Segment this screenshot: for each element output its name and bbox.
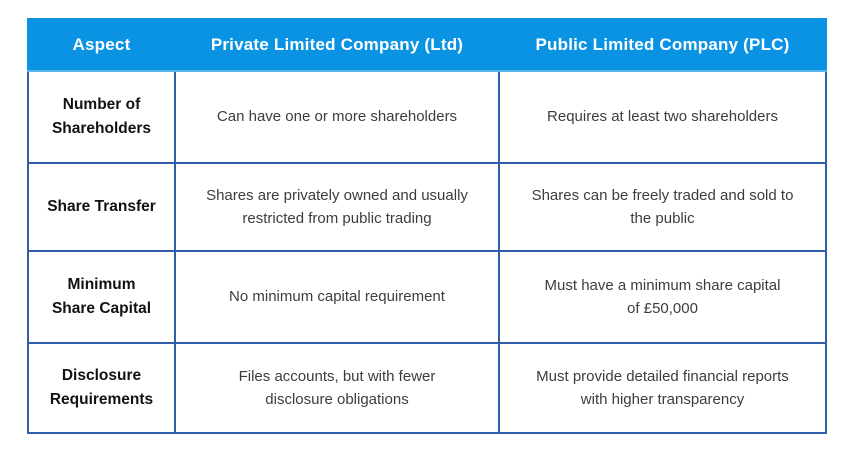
- ltd-cell-share-transfer: Shares are privately owned and usually r…: [174, 162, 500, 252]
- column-header-private-ltd: Private Limited Company (Ltd): [174, 18, 500, 72]
- aspect-label-number-of-shareholders: Number of Shareholders: [27, 70, 176, 164]
- column-header-public-plc: Public Limited Company (PLC): [498, 18, 827, 72]
- aspect-label-share-transfer: Share Transfer: [27, 162, 176, 252]
- ltd-cell-number-of-shareholders: Can have one or more shareholders: [174, 70, 500, 164]
- plc-cell-disclosure-requirements: Must provide detailed financial reports …: [498, 342, 827, 434]
- table-row: Minimum Share Capital No minimum capital…: [27, 250, 827, 344]
- aspect-label-minimum-share-capital: Minimum Share Capital: [27, 250, 176, 344]
- plc-cell-minimum-share-capital: Must have a minimum share capital of £50…: [498, 250, 827, 344]
- ltd-cell-minimum-share-capital: No minimum capital requirement: [174, 250, 500, 344]
- ltd-cell-disclosure-requirements: Files accounts, but with fewer disclosur…: [174, 342, 500, 434]
- column-header-aspect: Aspect: [27, 18, 176, 72]
- plc-cell-share-transfer: Shares can be freely traded and sold to …: [498, 162, 827, 252]
- table-row: Disclosure Requirements Files accounts, …: [27, 342, 827, 434]
- table-header: Aspect Private Limited Company (Ltd) Pub…: [27, 18, 827, 72]
- table-body: Number of Shareholders Can have one or m…: [27, 70, 827, 434]
- aspect-label-disclosure-requirements: Disclosure Requirements: [27, 342, 176, 434]
- header-row: Aspect Private Limited Company (Ltd) Pub…: [27, 18, 827, 72]
- comparison-table: Aspect Private Limited Company (Ltd) Pub…: [27, 18, 827, 434]
- table-row: Number of Shareholders Can have one or m…: [27, 70, 827, 164]
- plc-cell-number-of-shareholders: Requires at least two shareholders: [498, 70, 827, 164]
- table-row: Share Transfer Shares are privately owne…: [27, 162, 827, 252]
